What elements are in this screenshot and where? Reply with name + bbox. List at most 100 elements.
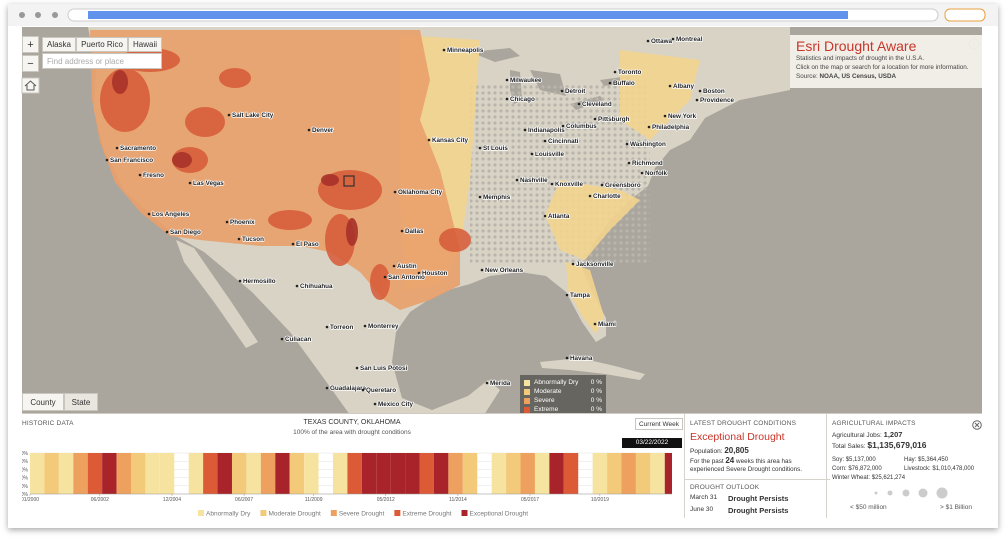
county-tab[interactable]: County (22, 393, 64, 411)
commodity: Hay: $5,364,450 (904, 456, 974, 465)
city-dot (543, 214, 547, 218)
jobs-label: Agricultural Jobs: (832, 432, 882, 439)
url-selection (88, 11, 848, 19)
legend-label: Moderate Drought (268, 511, 321, 518)
city-dot (561, 124, 565, 128)
region-tab[interactable]: Hawaii (128, 37, 162, 52)
latest-heading: LATEST DROUGHT CONDITIONS (690, 420, 797, 427)
city-dot (291, 242, 295, 246)
outlook-date: March 31 (690, 494, 718, 501)
region-tab[interactable]: Puerto Rico (76, 37, 128, 52)
city-label: Monterrey (368, 323, 399, 330)
weeks-text: For the past 24 weeks this area has expe… (690, 457, 824, 474)
city-label: New York (668, 113, 697, 120)
y-tick-label: 40% (22, 476, 29, 482)
zoom-out[interactable]: − (22, 55, 39, 72)
baja (176, 240, 258, 348)
city-label: Boston (703, 88, 725, 95)
city-dot (530, 152, 534, 156)
weeks-after: weeks this area has experienced Severe D… (690, 458, 803, 473)
drought-bar (332, 453, 348, 494)
search-input[interactable]: Find address or place (42, 53, 162, 69)
drought-bar (130, 453, 146, 494)
map-layers: Minneapolis Ottawa Montreal Toronto Milwauke… (22, 27, 982, 415)
commodity-list: Soy: $5,137,000 Hay: $5,364,450 Corn: $76,… (832, 456, 978, 483)
city-label: Richmond (632, 160, 663, 167)
city-dot (361, 388, 365, 392)
city-label: Hermosillo (243, 278, 276, 285)
historic-title: TEXAS COUNTY, OKLAHOMA (303, 419, 401, 426)
scale-dot (887, 490, 893, 496)
agriculture-panel: AGRICULTURAL IMPACTS Agricultural Jobs: … (832, 420, 978, 511)
city-dot (478, 195, 482, 199)
city-label: Norfolk (645, 170, 668, 177)
scale-dot (936, 487, 948, 499)
region-tab[interactable]: Alaska (42, 37, 76, 52)
outlook-row: March 31 Drought Persists (690, 494, 824, 503)
y-tick-label: 20% (22, 484, 29, 490)
outlook-row: June 30 Drought Persists (690, 506, 824, 515)
city-label: San Diego (170, 229, 201, 236)
city-label: Los Angeles (152, 211, 190, 218)
city-dot (613, 70, 617, 74)
city-dot (571, 262, 575, 266)
zoom-in[interactable]: + (22, 36, 39, 53)
city-label: Cleveland (582, 101, 612, 108)
city-dot (392, 264, 396, 268)
agriculture-heading: AGRICULTURAL IMPACTS (832, 420, 916, 427)
scale-max: > $1 Billion (940, 504, 972, 511)
y-tick-label: 80% (22, 459, 29, 465)
city-dot (427, 138, 431, 142)
city-label: Sacramento (120, 145, 156, 152)
city-dot (698, 89, 702, 93)
population-value: 20,805 (724, 446, 749, 455)
drought-bar (73, 453, 88, 494)
city-label: Buffalo (613, 80, 635, 87)
city-label: Denver (312, 127, 334, 134)
home-button[interactable] (21, 77, 40, 94)
city-dot (647, 125, 651, 129)
city-label: Salt Lake City (232, 112, 274, 119)
selected-county[interactable] (343, 175, 355, 187)
current-week-button[interactable]: Current Week (635, 418, 683, 430)
city-label: San Antonio (388, 274, 425, 281)
city-label: Greensboro (605, 182, 641, 189)
city-label: Culiacan (285, 336, 311, 343)
x-tick-label: 10/2019 (591, 497, 609, 503)
nav-icon[interactable] (19, 12, 25, 18)
city-label: Minneapolis (447, 47, 484, 54)
x-tick-label: 06/2007 (235, 497, 253, 503)
drought-bar (188, 453, 204, 494)
city-dot (608, 81, 612, 85)
historic-heading: HISTORIC DATA (22, 420, 74, 427)
legend-label: Extreme Drought (402, 511, 451, 518)
state-tab[interactable]: State (64, 393, 98, 411)
commodity-label: Corn: (832, 466, 847, 472)
outlook: DROUGHT OUTLOOK March 31 Drought Persists… (684, 479, 830, 515)
city-label: St Louis (483, 145, 508, 152)
drought-bar (635, 453, 651, 494)
city-label: Tucson (242, 236, 264, 243)
browser-button[interactable] (944, 8, 986, 22)
city-dot (593, 117, 597, 121)
drought-bar (159, 453, 175, 494)
commodity-value: $25,621,274 (871, 475, 906, 481)
popup-swatch (524, 397, 530, 404)
close-button[interactable] (972, 420, 982, 430)
city-label: Providence (700, 97, 734, 104)
drought-bar (203, 453, 218, 494)
drought-bar (607, 453, 622, 494)
lakes (470, 48, 632, 110)
nav-icon[interactable] (52, 12, 58, 18)
city-label: Philadelphia (652, 124, 690, 131)
drought-bar (534, 453, 550, 494)
city-label: Nashville (520, 177, 548, 184)
city-dot (523, 128, 527, 132)
drought-moderate (400, 35, 700, 334)
popup-row: Severe 0 % (524, 396, 602, 405)
city-dot (625, 142, 629, 146)
nav-icon[interactable] (35, 12, 41, 18)
city-label: Washington (630, 141, 666, 148)
